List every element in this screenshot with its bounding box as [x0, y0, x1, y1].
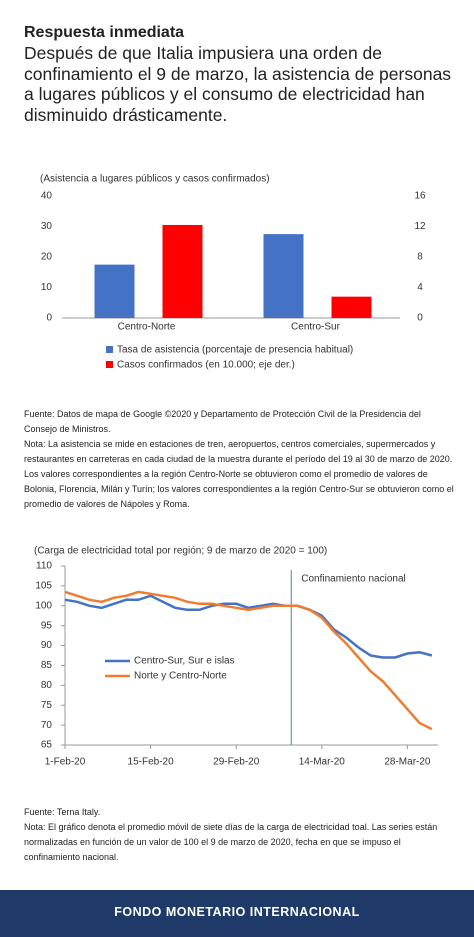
y-tick-label: 30	[41, 221, 53, 232]
legend-label: Norte y Centro-Norte	[134, 671, 227, 682]
y-tick-label: 95	[41, 620, 53, 631]
x-tick-label: 15-Feb-20	[128, 757, 175, 768]
bar	[331, 296, 372, 318]
note: Nota: El gráfico denota el promedio móvi…	[24, 822, 438, 862]
y-tick-label: 80	[41, 680, 53, 691]
y2-tick-label: 8	[417, 252, 423, 263]
legend-swatch	[106, 361, 113, 368]
bar	[263, 234, 304, 318]
y-tick-label: 10	[41, 282, 53, 293]
x-tick-label: 29-Feb-20	[213, 757, 260, 768]
note: Nota: La asistencia se mide en estacione…	[24, 439, 454, 509]
x-tick-label: 28-Mar-20	[384, 757, 431, 768]
x-tick-label: 14-Mar-20	[299, 757, 346, 768]
y2-tick-label: 12	[414, 221, 426, 232]
y2-tick-label: 16	[414, 191, 426, 202]
legend-label: Casos confirmados (en 10.000; eje der.)	[117, 360, 295, 371]
y-tick-label: 20	[41, 252, 53, 263]
annotation-label: Confinamiento nacional	[301, 574, 406, 585]
y-tick-label: 75	[41, 700, 53, 711]
y-tick-label: 100	[35, 600, 52, 611]
legend-label: Tasa de asistencia (porcentaje de presen…	[117, 345, 353, 356]
y2-tick-label: 0	[417, 313, 423, 324]
y-tick-label: 40	[41, 191, 53, 202]
x-tick-label: Centro-Sur	[291, 322, 341, 333]
y-tick-label: 90	[41, 640, 53, 651]
y-tick-label: 70	[41, 720, 53, 731]
y-tick-label: 0	[46, 313, 52, 324]
intro: Después de que Italia impusiera una orde…	[24, 43, 452, 125]
x-tick-label: Centro-Norte	[118, 322, 176, 333]
source: Fuente: Terna Italy.	[24, 807, 101, 817]
line	[64, 590, 433, 731]
legend-swatch	[106, 346, 113, 353]
legend-label: Centro-Sur, Sur e islas	[134, 656, 235, 667]
source: Fuente: Datos de mapa de Google ©2020 y …	[24, 409, 421, 434]
y-tick-label: 110	[36, 561, 52, 572]
y-tick-label: 65	[41, 740, 53, 751]
x-tick-label: 1-Feb-20	[45, 757, 86, 768]
y-tick-label: 105	[35, 581, 52, 592]
y-tick-label: 85	[41, 660, 53, 671]
title: Respuesta inmediata	[24, 24, 185, 41]
y2-tick-label: 4	[417, 282, 423, 293]
bar	[94, 264, 135, 318]
footer: FONDO MONETARIO INTERNACIONAL	[0, 890, 474, 937]
bar	[162, 224, 203, 318]
chart-subtitle: (Carga de electricidad total por región;…	[34, 546, 327, 557]
line	[64, 594, 433, 659]
chart-subtitle: (Asistencia a lugares públicos y casos c…	[40, 174, 270, 185]
